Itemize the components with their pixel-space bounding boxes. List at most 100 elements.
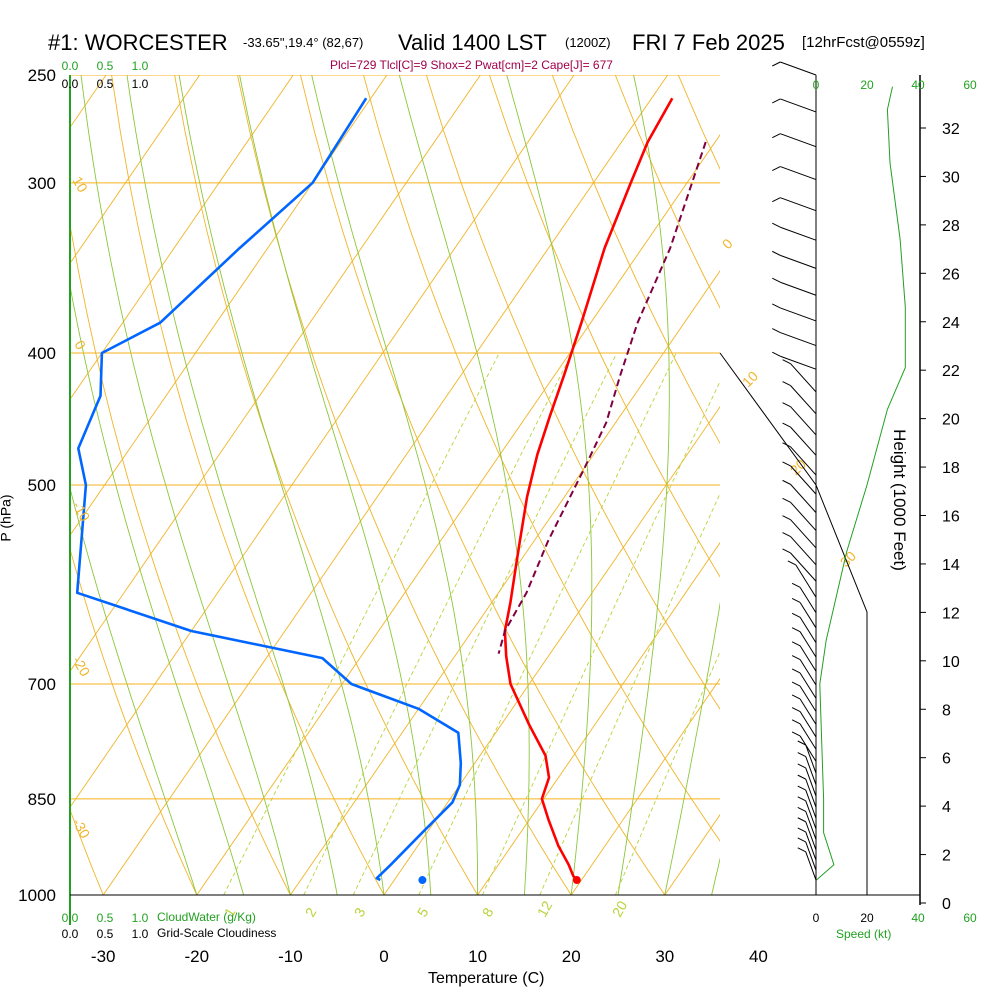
x-axis-label: Temperature (C) xyxy=(428,970,545,987)
wind-barb-flag xyxy=(791,681,801,687)
moist-adiabat-line xyxy=(70,486,198,895)
mixing-ratio-line xyxy=(614,650,720,895)
wind-barb xyxy=(790,406,817,436)
mixing-ratio-label: 2 xyxy=(302,905,320,920)
moist-adiabat-line xyxy=(711,857,720,895)
series-line-dewpoint xyxy=(75,97,463,882)
dry-adiabat-line xyxy=(111,75,385,895)
dry-adiabat-line xyxy=(551,75,720,445)
temperature-tick-label: -30 xyxy=(91,947,116,966)
wind-barb xyxy=(799,659,817,686)
cloudiness-label: Grid-Scale Cloudiness xyxy=(157,926,277,940)
wind-barb-flag xyxy=(797,774,806,780)
isotherm-label: 30 xyxy=(837,548,859,570)
wind-barb xyxy=(780,98,817,113)
height-tick-label: 16 xyxy=(942,509,960,526)
wind-barb xyxy=(805,851,817,881)
wind-barb-flag xyxy=(772,351,781,357)
moist-adiabat-label: 0 xyxy=(71,338,89,353)
wind-barb-flag xyxy=(782,548,791,554)
valid-time: Valid 1400 LST xyxy=(398,30,547,55)
moist-adiabat-line xyxy=(758,75,969,895)
dry-adiabat-line xyxy=(237,75,572,895)
wind-barb-flag xyxy=(782,515,791,521)
wind-barb-flag xyxy=(791,612,801,618)
height-tick-label: 8 xyxy=(942,702,951,719)
wind-barb xyxy=(805,789,817,819)
moist-adiabat-line xyxy=(617,75,670,895)
wind-barb-flag xyxy=(782,442,791,448)
wind-barb xyxy=(790,385,817,415)
temperature-tick-label: 0 xyxy=(379,947,388,966)
wind-barb-flag xyxy=(791,731,801,737)
temperature-tick-label: 40 xyxy=(749,947,768,966)
cloudwater-tick-top: 1.0 xyxy=(132,59,149,73)
wind-barb xyxy=(790,519,817,549)
height-tick-label: 28 xyxy=(942,218,960,235)
height-tick-label: 30 xyxy=(942,169,960,186)
speed-tick-top: 0 xyxy=(813,78,820,92)
background-lines xyxy=(0,75,1000,895)
wind-barb xyxy=(790,484,817,513)
isotherm-line xyxy=(758,75,1000,895)
temperature-tick-label: 30 xyxy=(655,947,674,966)
sounding-series xyxy=(75,97,707,885)
wind-barb xyxy=(799,723,817,750)
wind-barb xyxy=(799,672,817,699)
height-tick-label: 32 xyxy=(942,121,960,138)
wind-panel: 0020204040606002468101214161820222426283… xyxy=(719,61,977,925)
wind-barb-flag xyxy=(797,806,806,812)
wind-barb xyxy=(805,841,817,871)
cloudiness-tick-bottom: 0.0 xyxy=(62,927,79,941)
cloudwater-tick-bottom: 0.5 xyxy=(97,911,114,925)
wind-barb-flag xyxy=(772,303,781,309)
cloudiness-tick-top: 0.5 xyxy=(97,77,114,91)
wind-barb xyxy=(805,778,817,808)
isotherm-line xyxy=(0,75,12,895)
wind-barb-flag xyxy=(797,785,806,791)
wind-barb xyxy=(780,133,817,148)
station-coords: -33.65",19.4° (82,67) xyxy=(243,35,364,50)
wind-barb xyxy=(795,564,817,598)
forecast-info: [12hrFcst@0559z] xyxy=(802,34,925,51)
wind-barb xyxy=(790,465,817,495)
wind-barb-flag xyxy=(782,497,791,503)
wind-barb xyxy=(805,800,817,830)
temperature-tick-label: -20 xyxy=(185,947,210,966)
height-tick-label: 18 xyxy=(942,460,960,477)
wind-barb xyxy=(805,744,817,774)
temperature-tick-label: -10 xyxy=(278,947,303,966)
pressure-tick-label: 1000 xyxy=(18,886,56,905)
dry-adiabat-line xyxy=(300,75,666,895)
dry-adiabat-line xyxy=(677,75,720,171)
dry-adiabat-line xyxy=(70,221,291,895)
cloudwater-tick-top: 0.5 xyxy=(97,59,114,73)
height-axis-label: Height (1000 Feet) xyxy=(889,429,909,571)
mixing-ratio-label: 8 xyxy=(479,905,497,920)
cloudiness-tick-top: 0.0 xyxy=(62,77,79,91)
height-tick-label: 26 xyxy=(942,266,960,283)
speed-tick-bottom: 0 xyxy=(813,911,820,925)
height-tick-label: 12 xyxy=(942,605,960,622)
moist-adiabat-label: 10 xyxy=(69,174,91,196)
wind-barb xyxy=(805,811,817,840)
wind-barb xyxy=(790,363,817,393)
wind-barb-flag xyxy=(797,796,806,802)
height-tick-label: 10 xyxy=(942,654,960,671)
wind-barb xyxy=(799,685,817,712)
wind-barb xyxy=(780,281,817,296)
isotherm-line xyxy=(852,75,1000,895)
cloudwater-tick-top: 0.0 xyxy=(62,59,79,73)
temperature-tick-label: 10 xyxy=(468,947,487,966)
isotherm-line xyxy=(477,542,720,895)
speed-tick-bottom: 20 xyxy=(860,911,874,925)
speed-axis-label: Speed (kt) xyxy=(836,927,892,941)
height-tick-label: 22 xyxy=(942,363,960,380)
wind-barb-flag xyxy=(772,166,781,171)
height-tick-label: 4 xyxy=(942,799,951,816)
isotherm-line xyxy=(70,75,294,401)
height-tick-label: 24 xyxy=(942,315,960,332)
cloudwater-label: CloudWater (g/Kg) xyxy=(157,910,256,924)
